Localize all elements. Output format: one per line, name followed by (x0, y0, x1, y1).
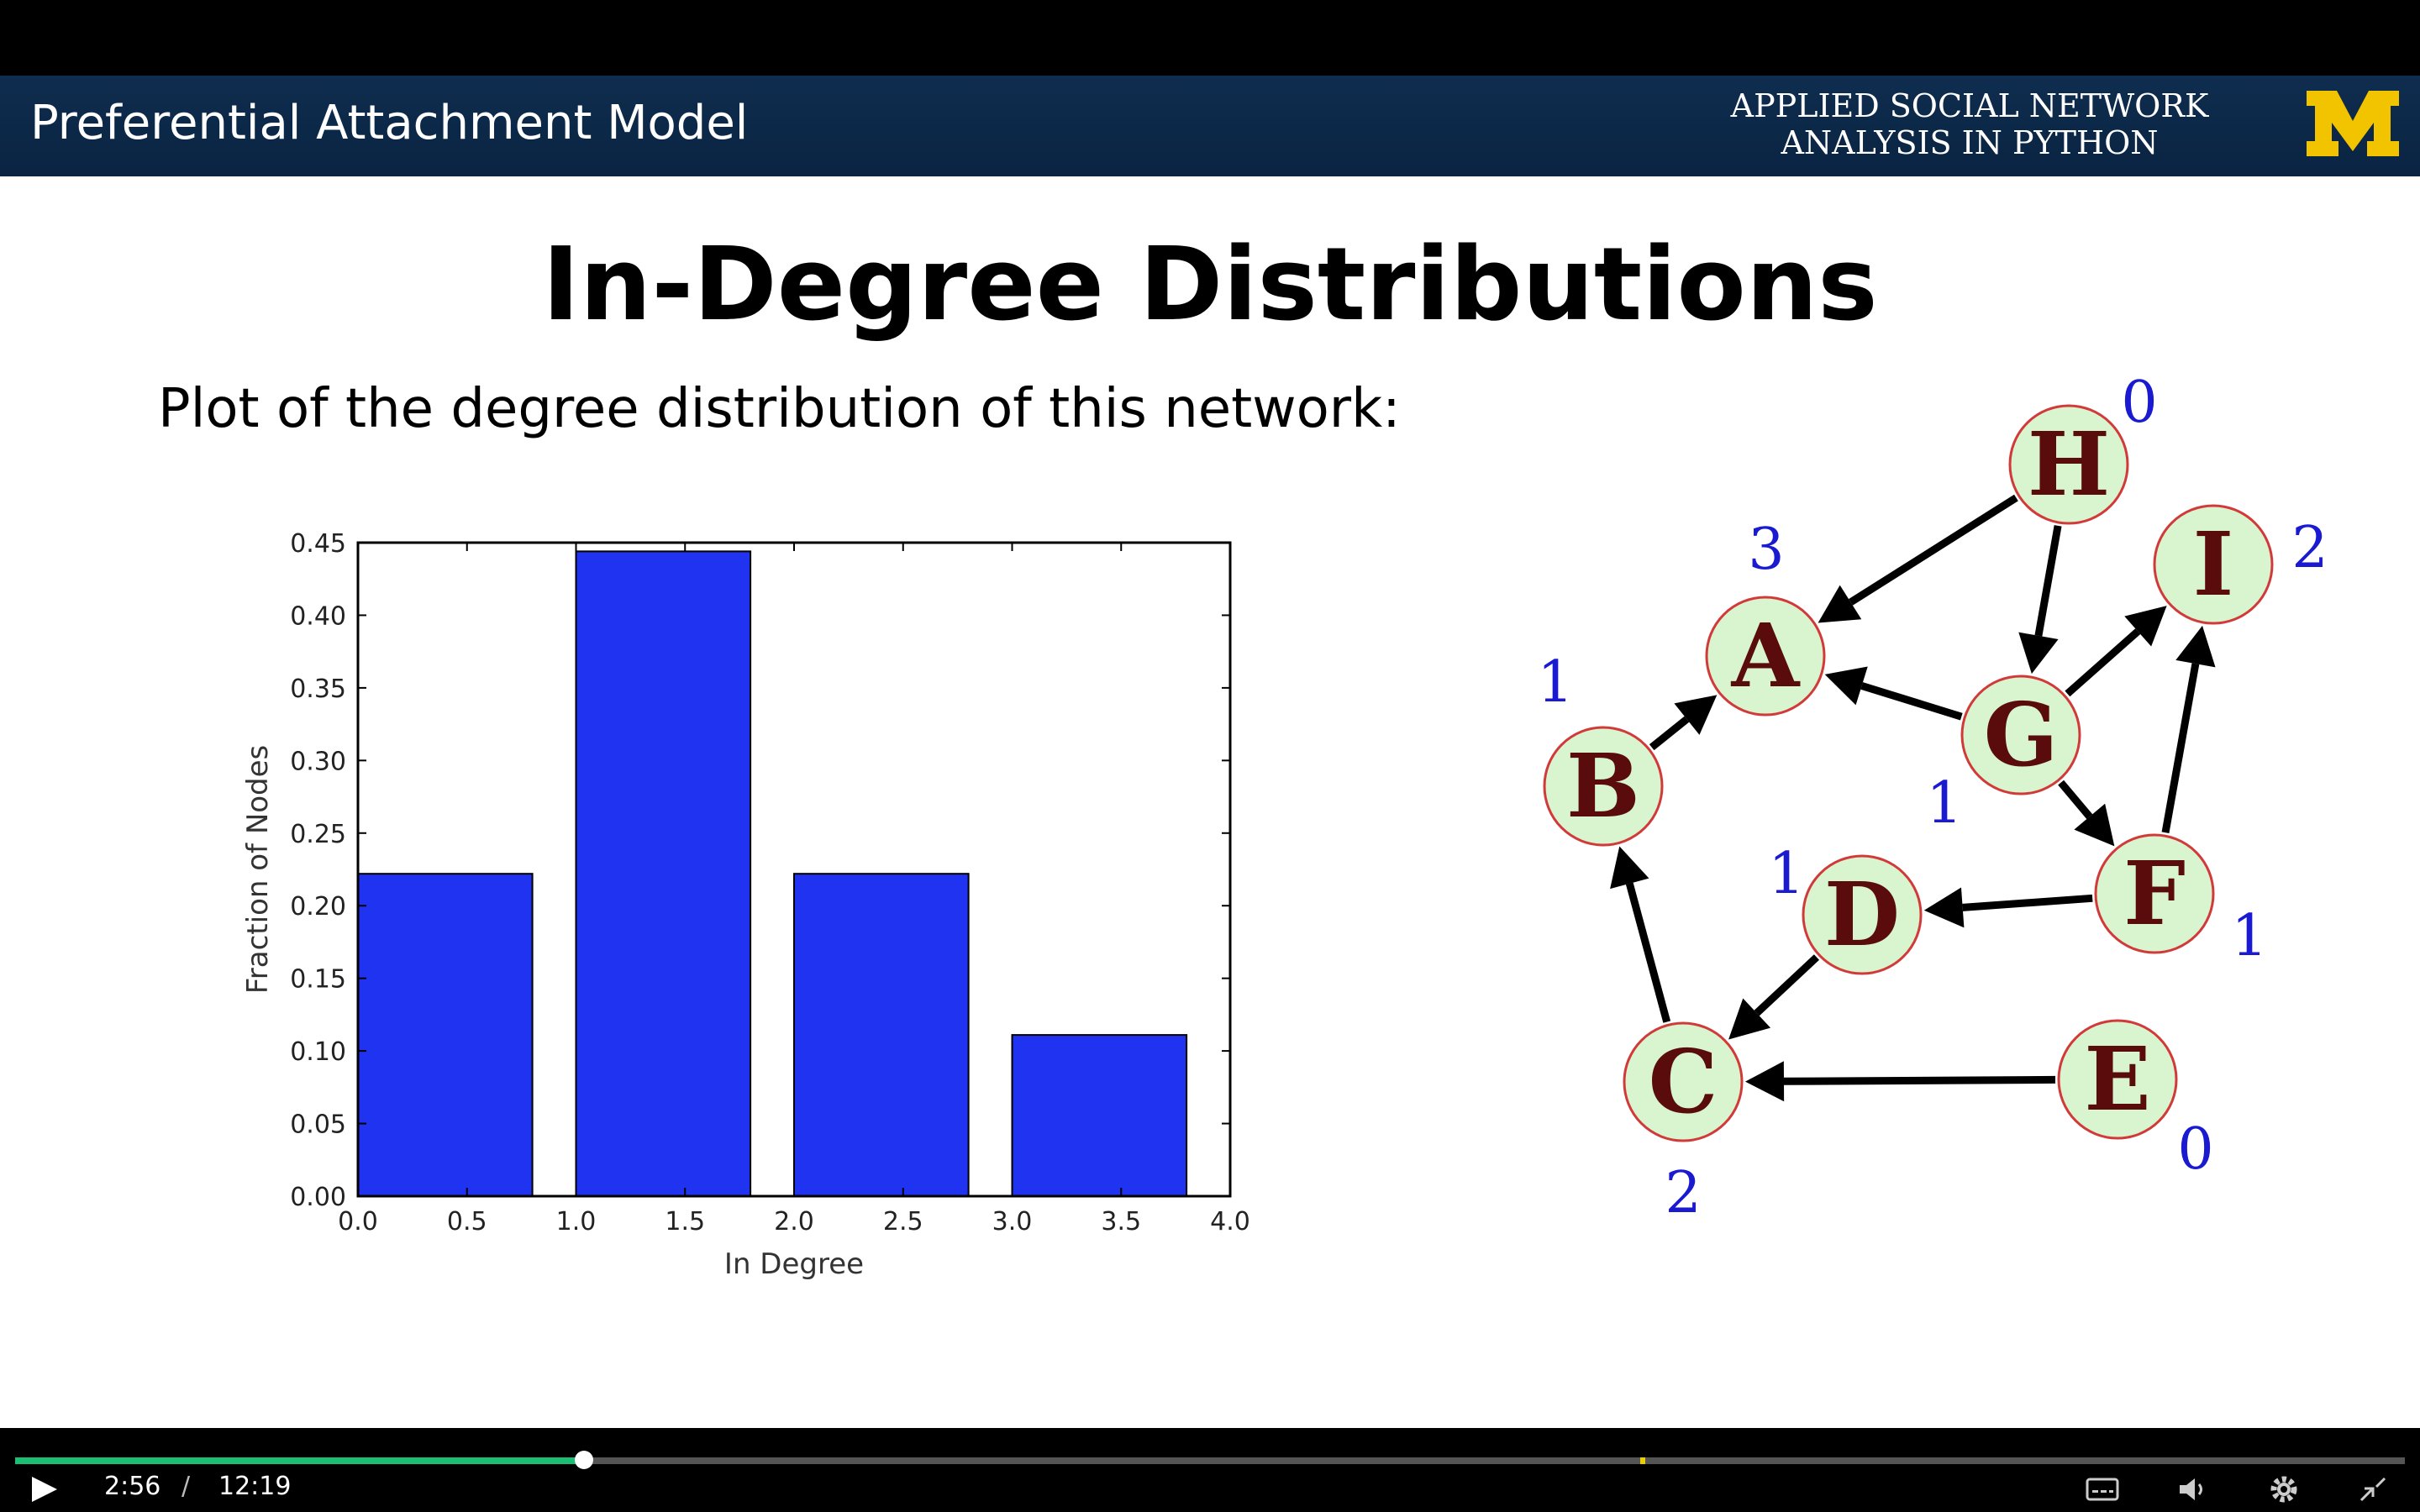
node-label-c: C (1649, 1030, 1718, 1133)
video-controls (0, 1428, 2420, 1512)
node-c (1623, 1021, 1744, 1142)
edge-F-D (1962, 894, 2093, 911)
edge-B-A (1649, 716, 1690, 751)
arrowhead-F-D (1923, 887, 1965, 928)
x-tick-label: 3.0 (992, 1207, 1033, 1236)
node-b (1543, 726, 1664, 847)
block-m-logo (2307, 91, 2399, 156)
arrowhead-D-C (1728, 998, 1771, 1040)
arrowhead-G-I (2124, 606, 2167, 647)
node-g (1960, 675, 2081, 795)
progress-fill (15, 1457, 584, 1464)
arrowhead-E-C (1744, 1061, 1785, 1102)
node-e (2057, 1019, 2178, 1140)
y-tick-label: 0.20 (290, 892, 346, 921)
edge-H-G (2034, 525, 2062, 637)
node-label-d: D (1824, 863, 1900, 966)
settings-icon[interactable] (2264, 1472, 2304, 1507)
duration: 12:19 (218, 1472, 292, 1501)
slide-canvas (0, 176, 2420, 1428)
edge-C-B (1625, 882, 1671, 1023)
in-degree-label-a: 3 (1748, 517, 1784, 583)
node-f (2094, 833, 2215, 954)
y-axis-label: Fraction of Nodes (241, 745, 275, 995)
progress-track[interactable] (15, 1457, 2405, 1464)
top-black-bar (0, 0, 2420, 76)
x-tick-label: 4.0 (1210, 1207, 1250, 1236)
x-tick-label: 2.0 (774, 1207, 814, 1236)
arrowhead-H-A (1818, 585, 1862, 623)
x-tick-label: 1.0 (556, 1207, 597, 1236)
slide-subtitle: Plot of the degree distribution of this … (158, 378, 1401, 440)
captions-icon[interactable] (2082, 1472, 2123, 1507)
course-title-line-2: ANALYSIS IN PYTHON (1781, 124, 2159, 161)
arrowhead-G-F (2074, 803, 2115, 847)
x-tick-label: 2.5 (883, 1207, 923, 1236)
edge-H-A (1849, 494, 2018, 606)
edge-G-A (1860, 682, 1963, 721)
y-tick-label: 0.40 (290, 601, 346, 631)
node-label-b: B (1566, 734, 1640, 837)
volume-icon[interactable] (2173, 1472, 2213, 1507)
edge-D-C (1754, 954, 1819, 1016)
x-tick-label: 3.5 (1101, 1207, 1141, 1236)
lecture-title: Preferential Attachment Model (30, 96, 749, 150)
node-label-f: F (2123, 842, 2186, 945)
in-degree-label-d: 1 (1768, 841, 1804, 907)
y-tick-label: 0.45 (290, 529, 346, 559)
arrowhead-H-G (2018, 632, 2059, 675)
in-degree-label-b: 1 (1537, 649, 1573, 716)
exit-fullscreen-icon[interactable] (2353, 1472, 2393, 1507)
current-time: 2:56 (104, 1472, 161, 1501)
x-axis-label: In Degree (724, 1247, 864, 1281)
node-label-a: A (1731, 604, 1801, 707)
y-tick-label: 0.00 (290, 1183, 346, 1212)
play-icon[interactable] (24, 1472, 64, 1507)
in-degree-label-e: 0 (2177, 1116, 2213, 1183)
arrowhead-C-B (1610, 846, 1649, 890)
chapter-marker (1640, 1457, 1645, 1464)
edge-E-C (1783, 1075, 2056, 1085)
y-tick-label: 0.05 (290, 1110, 346, 1140)
node-label-i: I (2193, 512, 2234, 616)
bar (793, 873, 970, 1197)
header-banner (0, 76, 2420, 176)
bar (1011, 1034, 1188, 1198)
y-tick-label: 0.35 (290, 675, 346, 704)
y-tick-label: 0.30 (290, 747, 346, 776)
y-tick-label: 0.15 (290, 965, 346, 995)
node-label-g: G (1984, 683, 2059, 786)
in-degree-label-h: 0 (2121, 370, 2157, 436)
progress-knob[interactable] (574, 1451, 593, 1469)
course-title-line-1: APPLIED SOCIAL NETWORK (1730, 87, 2209, 124)
in-degree-label-g: 1 (1926, 770, 1962, 837)
node-label-e: E (2084, 1027, 2150, 1131)
in-degree-label-f: 1 (2231, 903, 2267, 969)
bar (575, 550, 752, 1197)
node-i (2153, 504, 2274, 625)
edge-F-I (2161, 663, 2200, 833)
node-a (1705, 596, 1826, 717)
arrowhead-B-A (1674, 695, 1718, 735)
x-tick-label: 0.5 (447, 1207, 487, 1236)
time-separator: / (182, 1472, 191, 1501)
arrowhead-F-I (2175, 625, 2216, 668)
slide-title: In-Degree Distributions (542, 227, 1878, 344)
y-tick-label: 0.25 (290, 820, 346, 849)
x-tick-label: 1.5 (665, 1207, 705, 1236)
edge-G-I (2065, 628, 2141, 697)
node-label-h: H (2028, 412, 2110, 516)
in-degree-label-i: 2 (2291, 515, 2328, 581)
arrowhead-G-A (1824, 666, 1868, 706)
in-degree-label-c: 2 (1665, 1160, 1701, 1226)
node-d (1802, 854, 1923, 975)
y-tick-label: 0.10 (290, 1037, 346, 1067)
node-h (2008, 404, 2129, 525)
edge-G-F (2058, 780, 2093, 820)
x-tick-label: 0.0 (338, 1207, 378, 1236)
